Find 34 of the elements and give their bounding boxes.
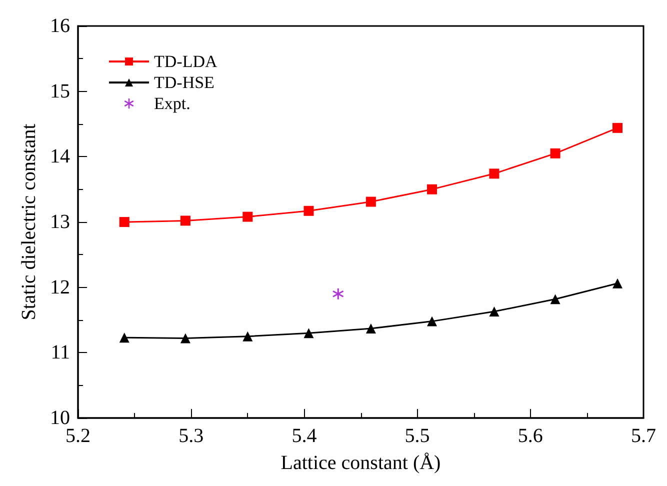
point xyxy=(427,184,438,194)
y-tick-label: 11 xyxy=(50,342,70,364)
point xyxy=(366,196,376,207)
point xyxy=(489,168,500,179)
y-tick-label: 14 xyxy=(50,146,70,168)
point xyxy=(180,333,190,344)
point xyxy=(489,306,500,317)
point xyxy=(304,206,314,216)
y-tick-label: 16 xyxy=(50,15,70,37)
legend-label: TD-HSE xyxy=(154,73,214,92)
x-tick-label: 5.6 xyxy=(518,425,543,447)
x-axis-title: Lattice constant (Å) xyxy=(280,452,441,474)
point xyxy=(304,328,314,338)
point xyxy=(119,217,130,227)
y-tick-label: 13 xyxy=(50,211,70,233)
point xyxy=(550,148,560,158)
y-axis-title: Static dielectric constant xyxy=(18,123,40,320)
x-tick-label: 5.5 xyxy=(404,425,430,447)
x-tick-label: 5.4 xyxy=(292,425,317,447)
point xyxy=(242,212,253,222)
point xyxy=(427,316,438,326)
y-tick-label: 15 xyxy=(50,80,70,102)
x-tick-label: 5.7 xyxy=(631,425,656,447)
point xyxy=(242,331,253,342)
legend-label: Expt. xyxy=(154,94,190,113)
point xyxy=(119,332,130,343)
point xyxy=(550,294,560,304)
x-tick-label: 5.3 xyxy=(178,425,204,447)
legend-label: TD-LDA xyxy=(154,52,218,71)
y-tick-label: 12 xyxy=(50,276,70,298)
point xyxy=(180,216,190,226)
point xyxy=(612,122,622,133)
point xyxy=(366,323,376,334)
point xyxy=(612,278,622,288)
